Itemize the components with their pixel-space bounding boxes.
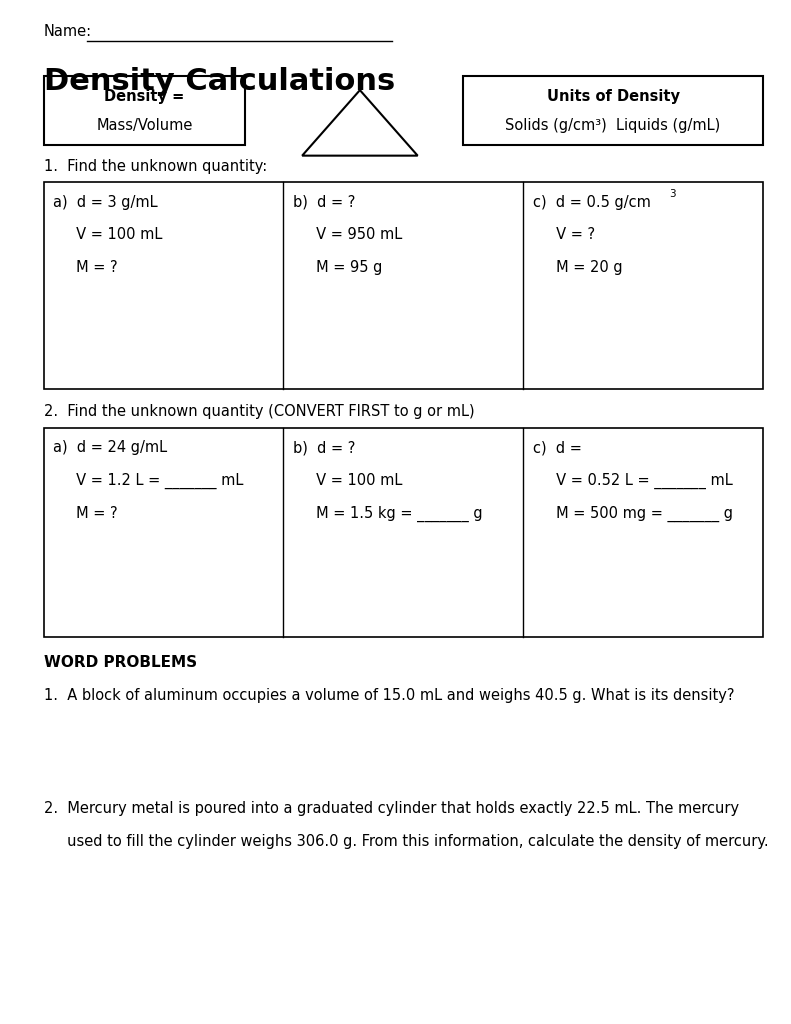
Text: b)  d = ?: b) d = ? xyxy=(293,195,355,210)
Text: b)  d = ?: b) d = ? xyxy=(293,440,355,456)
Text: M = 95 g: M = 95 g xyxy=(293,260,382,275)
Text: M = ?: M = ? xyxy=(53,506,118,521)
Bar xyxy=(44,182,763,389)
Text: 2.  Mercury metal is poured into a graduated cylinder that holds exactly 22.5 mL: 2. Mercury metal is poured into a gradua… xyxy=(44,801,739,816)
Text: M = 20 g: M = 20 g xyxy=(533,260,623,275)
Text: used to fill the cylinder weighs 306.0 g. From this information, calculate the d: used to fill the cylinder weighs 306.0 g… xyxy=(44,834,768,849)
Text: M = 1.5 kg = _______ g: M = 1.5 kg = _______ g xyxy=(293,506,483,522)
Text: V = 100 mL: V = 100 mL xyxy=(293,473,403,488)
Text: Name:: Name: xyxy=(44,24,92,39)
Text: a)  d = 3 g/mL: a) d = 3 g/mL xyxy=(53,195,157,210)
Text: M = ?: M = ? xyxy=(53,260,118,275)
Text: Solids (g/cm³)  Liquids (g/mL): Solids (g/cm³) Liquids (g/mL) xyxy=(505,119,721,133)
Text: 1.  Find the unknown quantity:: 1. Find the unknown quantity: xyxy=(44,159,267,174)
Text: Mass/Volume: Mass/Volume xyxy=(97,119,192,133)
Text: V = 1.2 L = _______ mL: V = 1.2 L = _______ mL xyxy=(53,473,244,489)
Text: a)  d = 24 g/mL: a) d = 24 g/mL xyxy=(53,440,167,456)
Text: V = 0.52 L = _______ mL: V = 0.52 L = _______ mL xyxy=(533,473,732,489)
Text: WORD PROBLEMS: WORD PROBLEMS xyxy=(44,655,197,671)
Bar xyxy=(44,76,245,145)
Bar xyxy=(44,428,763,637)
Text: c)  d =: c) d = xyxy=(533,440,581,456)
Text: Units of Density: Units of Density xyxy=(547,89,679,104)
Bar xyxy=(463,76,763,145)
Text: V = ?: V = ? xyxy=(533,227,595,243)
Text: Density =: Density = xyxy=(104,89,184,104)
Text: V = 100 mL: V = 100 mL xyxy=(53,227,162,243)
Text: 2.  Find the unknown quantity (CONVERT FIRST to g or mL): 2. Find the unknown quantity (CONVERT FI… xyxy=(44,404,474,420)
Text: 1.  A block of aluminum occupies a volume of 15.0 mL and weighs 40.5 g. What is : 1. A block of aluminum occupies a volume… xyxy=(44,688,734,703)
Text: V = 950 mL: V = 950 mL xyxy=(293,227,402,243)
Text: c)  d = 0.5 g/cm: c) d = 0.5 g/cm xyxy=(533,195,651,210)
Text: 3: 3 xyxy=(669,189,676,200)
Text: M = 500 mg = _______ g: M = 500 mg = _______ g xyxy=(533,506,733,522)
Text: Density Calculations: Density Calculations xyxy=(44,67,395,95)
